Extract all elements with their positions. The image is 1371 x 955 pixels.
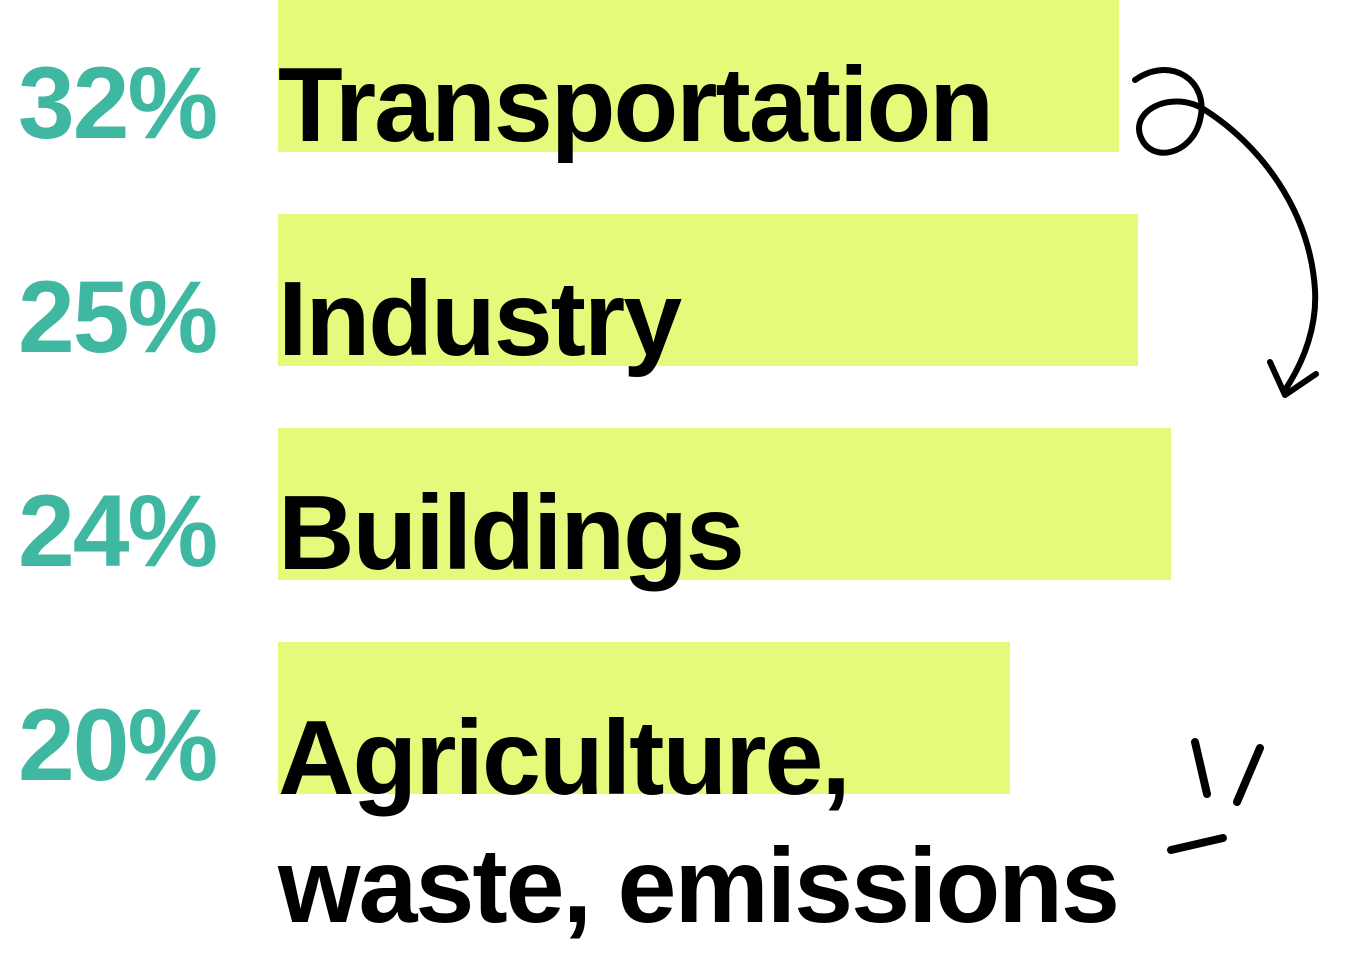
- category-label: Industry: [278, 266, 680, 372]
- category-label: Agriculture, waste, emissions: [278, 694, 1118, 950]
- percent-value: 32%: [18, 52, 216, 154]
- category-label: Transportation: [278, 52, 992, 158]
- arrow-doodle-icon: [1120, 50, 1350, 420]
- emissions-bar-chart: 32% Transportation 25% Industry 24% Buildings…: [0, 0, 1371, 955]
- percent-value: 20%: [18, 694, 216, 796]
- percent-value: 25%: [18, 266, 216, 368]
- percent-value: 24%: [18, 480, 216, 582]
- sparks-doodle-icon: [1165, 730, 1355, 890]
- category-label: Buildings: [278, 480, 743, 586]
